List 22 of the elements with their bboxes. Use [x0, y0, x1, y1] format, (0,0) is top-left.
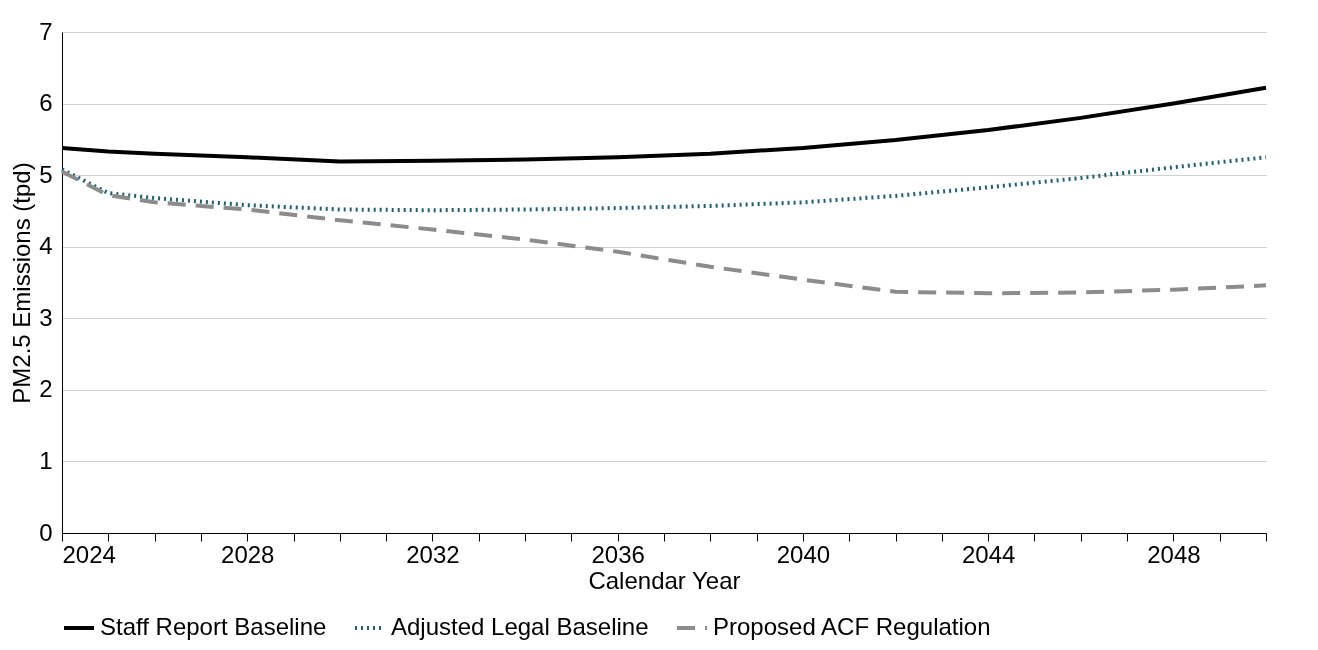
- legend-label: Adjusted Legal Baseline: [391, 613, 649, 640]
- y-tick-label: 1: [39, 446, 53, 474]
- x-tick-label: 2036: [591, 540, 645, 568]
- y-tick-label: 4: [39, 232, 53, 260]
- y-axis-title: PM2.5 Emissions (tpd): [8, 162, 36, 404]
- x-tick-label: 2044: [961, 540, 1016, 568]
- legend-label: Proposed ACF Regulation: [713, 613, 991, 640]
- legend-label: Staff Report Baseline: [100, 613, 327, 640]
- x-tick-label: 2032: [406, 540, 460, 568]
- y-tick-label: 6: [39, 89, 53, 117]
- y-tick-label: 7: [39, 17, 53, 45]
- x-tick-label: 2024: [62, 540, 116, 568]
- line-series: [60, 169, 1268, 296]
- line-series: [60, 155, 1268, 213]
- y-tick-label: 3: [39, 303, 53, 331]
- x-tick-label: 2040: [776, 540, 831, 568]
- x-tick-label: 2048: [1147, 540, 1201, 568]
- x-axis-title: Calendar Year: [588, 566, 741, 594]
- y-tick-label: 2: [39, 375, 53, 403]
- y-tick-label: 0: [39, 518, 53, 546]
- x-tick-label: 2028: [221, 540, 275, 568]
- y-tick-label: 5: [39, 160, 53, 188]
